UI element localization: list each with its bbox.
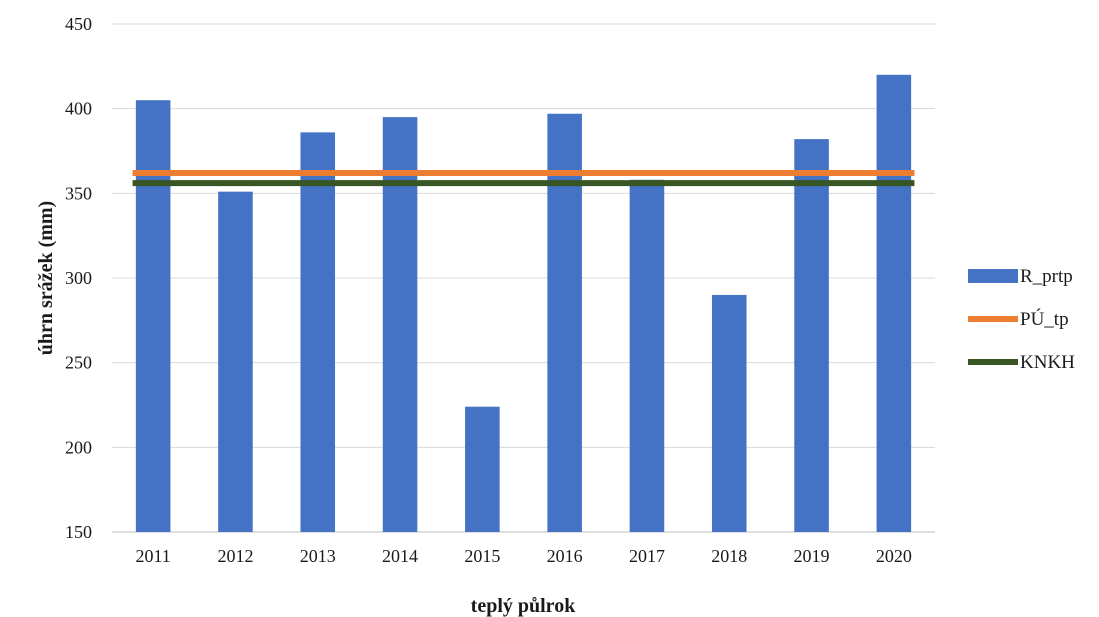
legend-label: PÚ_tp <box>1020 308 1069 330</box>
x-tick-label: 2014 <box>382 546 418 566</box>
y-tick-label: 250 <box>65 353 92 373</box>
bar <box>794 139 829 532</box>
y-tick-label: 200 <box>65 437 92 457</box>
x-axis-title: teplý půlrok <box>471 595 577 617</box>
x-tick-label: 2016 <box>547 546 583 566</box>
bar-series <box>135 74 912 533</box>
y-tick-label: 350 <box>65 183 92 203</box>
x-tick-label: 2017 <box>629 546 665 566</box>
y-tick-label: 400 <box>65 99 92 119</box>
legend-swatch <box>968 269 1018 283</box>
legend-label: R_prtp <box>1020 266 1073 287</box>
x-tick-label: 2011 <box>135 546 170 566</box>
bar <box>629 179 665 532</box>
bar <box>711 294 747 532</box>
legend-label: KNKH <box>1020 352 1075 373</box>
line-series <box>132 170 915 187</box>
bar <box>300 132 336 532</box>
y-tick-label: 450 <box>65 14 92 34</box>
x-tick-label: 2012 <box>217 546 253 566</box>
x-tick-label: 2019 <box>794 546 830 566</box>
bar <box>218 191 253 532</box>
y-tick-label: 300 <box>65 268 92 288</box>
bar <box>465 406 500 532</box>
y-tick-label: 150 <box>65 522 92 542</box>
bar <box>876 74 912 533</box>
bar <box>135 100 171 532</box>
x-axis-ticks: 2011 2012 2013 2014 2015 2016 2017 2018 2019 2020 <box>135 546 911 566</box>
x-tick-label: 2013 <box>300 546 336 566</box>
y-axis-ticks: 150 200 250 300 350 400 450 <box>65 14 92 542</box>
bar <box>382 117 418 532</box>
legend: R_prtp PÚ_tp KNKH <box>968 266 1075 373</box>
x-tick-label: 2018 <box>711 546 747 566</box>
x-tick-label: 2020 <box>876 546 912 566</box>
x-tick-label: 2015 <box>464 546 500 566</box>
y-axis-title: úhrn srážek (mm) <box>35 201 57 355</box>
bar <box>547 113 582 532</box>
